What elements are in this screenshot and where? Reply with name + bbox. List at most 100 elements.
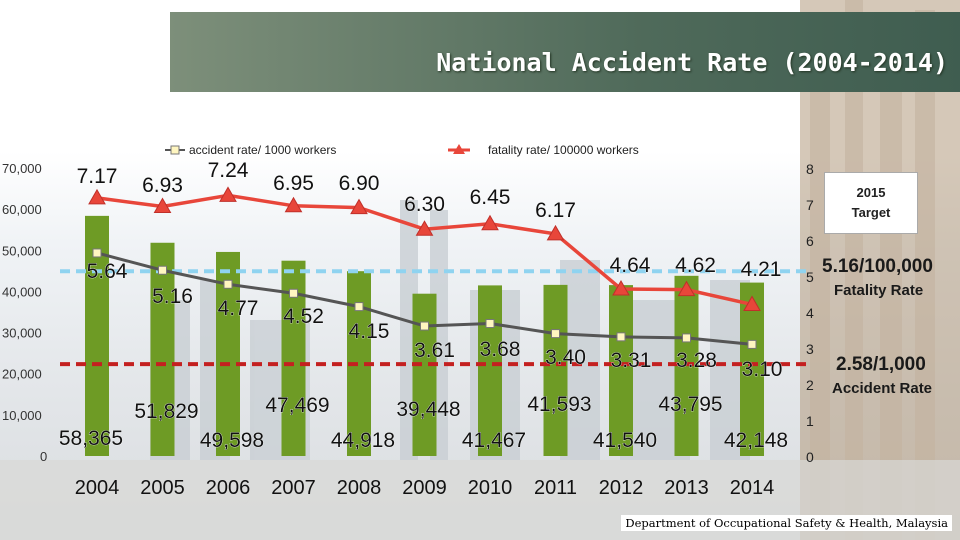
legend-fatality-marker (453, 144, 465, 154)
bar-value-label: 49,598 (200, 429, 264, 452)
fatality-rate-label: 6.90 (339, 172, 380, 195)
accident-rate-point (551, 329, 560, 339)
x-axis-tick: 2004 (75, 477, 120, 499)
left-axis-tick: 10,000 (2, 408, 42, 423)
x-axis-tick: 2011 (534, 477, 577, 499)
bar-value-label: 47,469 (265, 394, 329, 417)
bar (609, 285, 633, 456)
right-axis-tick: 2 (806, 377, 814, 393)
footer-credit: Department of Occupational Safety & Heal… (621, 515, 952, 531)
target-fatality-rate: 5.16/100,000 (822, 256, 933, 277)
left-axis-tick: 40,000 (2, 284, 42, 299)
fatality-rate-point (350, 198, 368, 215)
fatality-rate-point (546, 224, 565, 241)
target-accident-label: Accident Rate (832, 380, 933, 397)
fatality-rate-point (219, 186, 237, 202)
x-axis-tick: 2012 (599, 477, 644, 499)
accident-rate-label: 3.28 (676, 349, 717, 372)
fatality-rate-label: 6.17 (535, 199, 576, 222)
bar-value-label: 42,148 (724, 429, 788, 452)
fatality-rate-label: 6.45 (470, 186, 511, 209)
bar-value-label: 58,365 (59, 427, 123, 450)
accident-rate-point (158, 265, 167, 275)
fatality-rate-label: 7.17 (77, 165, 118, 188)
accident-rate-label: 3.31 (611, 349, 652, 372)
right-axis-tick: 8 (806, 161, 814, 177)
bar-value-label: 43,795 (658, 393, 722, 416)
axes: 0 10,000 20,000 30,000 40,000 50,000 60,000 70,… (2, 161, 814, 499)
fatality-rate-point (415, 220, 434, 236)
left-axis-tick: 60,000 (2, 202, 42, 217)
accident-rate-point (485, 319, 495, 329)
fatality-rate-label: 4.64 (610, 254, 651, 277)
accident-rate-point (92, 248, 102, 258)
left-axis-tick: 30,000 (2, 326, 42, 341)
right-axis-tick: 4 (806, 305, 814, 321)
target-accident-rate: 2.58/1,000 (836, 354, 926, 375)
target-fatality-label: Fatality Rate (834, 282, 924, 299)
x-axis-tick: 2007 (271, 477, 316, 499)
right-axis-tick: 1 (806, 413, 814, 429)
bar-value-label: 51,829 (134, 400, 198, 423)
bar-value-label: 41,540 (593, 429, 657, 452)
x-axis-tick: 2006 (206, 477, 251, 499)
accident-rate-label: 5.16 (152, 285, 193, 308)
fatality-rate-label: 6.95 (273, 172, 314, 195)
target-lines (60, 269, 812, 367)
bar-value-label: 41,467 (462, 429, 526, 452)
right-axis-tick: 3 (806, 341, 814, 357)
fatality-rate-label: 4.62 (675, 254, 716, 277)
fatality-rate-point (284, 196, 303, 213)
right-axis-tick: 7 (806, 197, 814, 213)
fatality-rate-point (743, 295, 761, 311)
accident-rate-point (289, 288, 298, 298)
fatality-rate-label: 4.21 (741, 258, 782, 281)
accident-rate-label: 3.68 (480, 338, 521, 361)
x-axis-tick: 2005 (140, 477, 185, 499)
bar (543, 284, 568, 456)
fatality-rate-point (481, 214, 499, 231)
left-axis-tick: 50,000 (2, 243, 42, 258)
left-axis-tick: 0 (40, 449, 47, 464)
accident-rate-point (747, 339, 757, 349)
fatality-rate-label: 7.24 (208, 159, 249, 182)
bar-value-label: 39,448 (396, 398, 460, 421)
x-axis-tick: 2010 (468, 477, 513, 499)
target-subheading: Target (851, 205, 891, 220)
legend-accident-marker (170, 145, 180, 155)
accident-rate-point (223, 279, 233, 289)
fatality-rate-point (153, 197, 172, 214)
accident-rate-point (682, 333, 691, 343)
accident-rate-label: 3.61 (414, 339, 455, 362)
chart-title: National Accident Rate (2004-2014) (436, 48, 948, 77)
fatality-rate-point (612, 279, 630, 296)
right-axis-tick: 5 (806, 269, 814, 285)
accident-rate-point (420, 321, 429, 331)
target-2015-box: 2015 Target (824, 172, 918, 234)
bar-value-label: 41,593 (527, 393, 591, 416)
title-banner: National Accident Rate (2004-2014) (170, 12, 960, 92)
accident-rate-label: 5.64 (87, 260, 128, 283)
bar (740, 282, 764, 456)
left-axis-tick: 70,000 (2, 161, 42, 176)
target-heading: 2015 (856, 185, 886, 200)
x-axis-tick: 2013 (664, 477, 709, 499)
accident-rate-point (616, 332, 626, 342)
data-labels: 7.17 6.93 7.24 6.95 6.90 6.30 6.45 6.17 4.64 4.62… (59, 159, 789, 453)
bar (150, 242, 175, 456)
accident-rate-label: 4.15 (349, 320, 390, 343)
bar-value-label: 44,918 (331, 429, 395, 452)
legend: accident rate/ 1000 workers fatality rate… (165, 143, 639, 157)
x-axis-tick: 2008 (337, 477, 382, 499)
right-axis-tick: 6 (806, 233, 814, 249)
accident-rate-label: 3.10 (742, 358, 783, 381)
bar (478, 285, 502, 456)
left-axis-tick: 20,000 (2, 367, 42, 382)
accident-rate-label: 4.77 (218, 297, 259, 320)
legend-fatality-label: fatality rate/ 100000 workers (488, 143, 639, 157)
legend-accident-label: accident rate/ 1000 workers (189, 143, 336, 157)
series-lines (88, 186, 761, 349)
right-axis-tick: 0 (806, 449, 814, 465)
x-axis-tick: 2009 (402, 477, 447, 499)
